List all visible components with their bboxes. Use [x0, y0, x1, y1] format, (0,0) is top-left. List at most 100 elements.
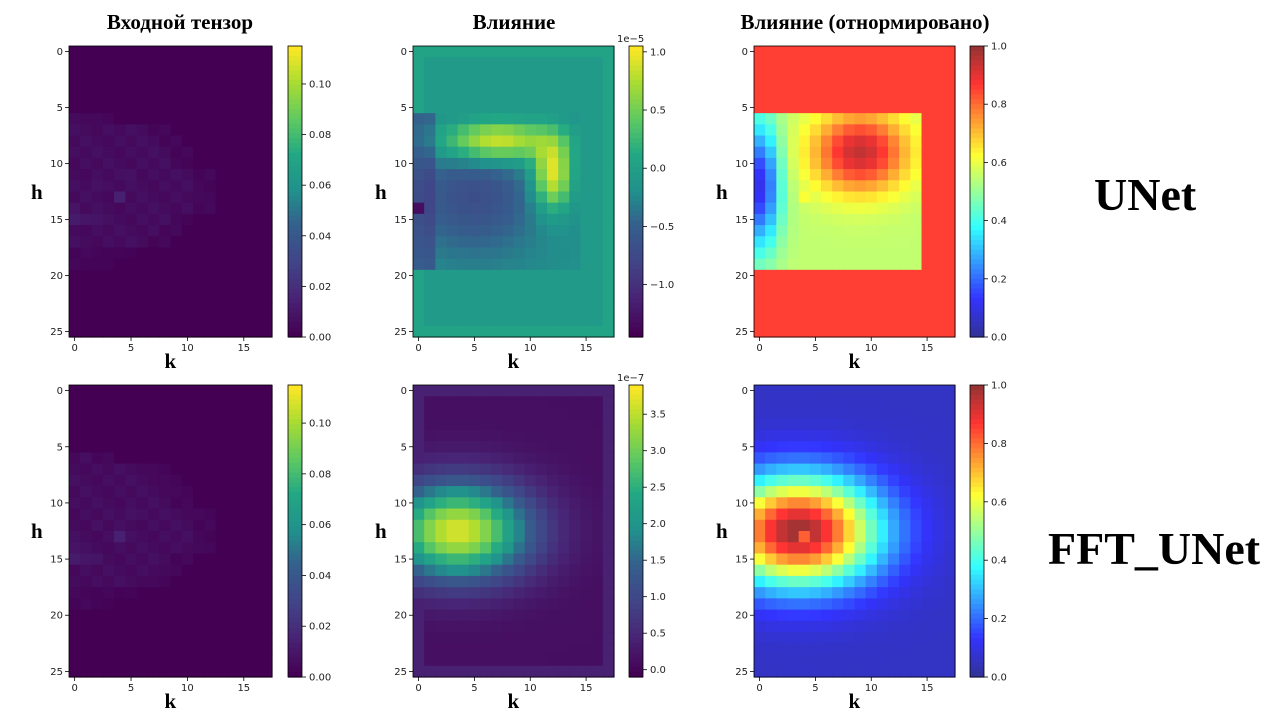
colorbar-segment: [288, 623, 302, 629]
heatmap-cell: [249, 157, 262, 170]
heatmap-cell: [80, 452, 93, 465]
heatmap-cell: [457, 497, 470, 510]
heatmap-cell: [854, 213, 867, 226]
heatmap-cell: [910, 292, 923, 305]
heatmap-cell: [888, 643, 900, 656]
heatmap-cell: [147, 90, 160, 103]
heatmap-cell: [491, 146, 503, 159]
heatmap-cell: [776, 101, 789, 114]
heatmap-cell: [102, 157, 115, 170]
colorbar-tick-label: 0.06: [309, 181, 331, 192]
heatmap-cell: [765, 191, 777, 204]
colorbar-segment: [629, 109, 643, 115]
heatmap-cell: [136, 236, 149, 249]
y-tick-label: 5: [401, 442, 407, 453]
heatmap-cell: [832, 79, 844, 92]
heatmap-cell: [170, 247, 183, 260]
heatmap-cell: [226, 169, 239, 181]
heatmap-cell: [854, 124, 867, 137]
heatmap-cell: [843, 441, 856, 453]
heatmap-cell: [204, 486, 217, 498]
heatmap-cell: [854, 225, 867, 237]
heatmap-cell: [193, 101, 205, 114]
colorbar-frame: [628, 384, 644, 678]
heatmap-cell: [446, 258, 459, 271]
colorbar-segment: [970, 414, 984, 420]
heatmap-cell: [535, 632, 548, 644]
heatmap-cell: [865, 113, 878, 125]
heatmap-cell: [204, 57, 217, 69]
heatmap-cell: [535, 519, 548, 532]
heatmap-cell: [226, 575, 239, 588]
heatmap-cell: [754, 575, 766, 588]
heatmap-cell: [193, 407, 205, 420]
heatmap-cell: [457, 407, 470, 420]
heatmap-cell: [809, 407, 822, 420]
heatmap-cell: [821, 452, 833, 465]
heatmap-cell: [932, 247, 945, 260]
heatmap-cell: [580, 519, 593, 532]
heatmap-cell: [136, 429, 149, 442]
heatmap-cell: [776, 654, 789, 667]
heatmap-cell: [424, 124, 436, 137]
heatmap-cell: [547, 57, 559, 69]
heatmap-cell: [91, 202, 104, 215]
heatmap-cell: [480, 474, 492, 487]
heatmap-cell: [910, 418, 923, 431]
heatmap-cell: [888, 508, 900, 521]
heatmap-cell: [754, 452, 766, 465]
heatmap-cell: [932, 620, 945, 633]
heatmap-cell: [843, 269, 856, 282]
heatmap-cell: [787, 213, 800, 226]
heatmap-cell: [170, 46, 183, 58]
heatmap-cell: [102, 269, 115, 282]
heatmap-cell: [854, 632, 867, 644]
heatmap-cell: [899, 598, 911, 611]
heatmap-cell: [226, 542, 239, 555]
colorbar-segment: [288, 482, 302, 488]
heatmap-cell: [821, 135, 833, 148]
heatmap-cell: [181, 564, 194, 577]
colorbar-segment: [629, 162, 643, 168]
colorbar-segment: [970, 389, 984, 396]
heatmap-cell: [215, 236, 228, 249]
heatmap-cell: [580, 124, 593, 137]
heatmap-cell: [765, 57, 777, 69]
colorbar-segment: [970, 55, 984, 62]
heatmap-cell: [547, 385, 559, 397]
heatmap-cell: [787, 575, 800, 588]
heatmap-cell: [569, 531, 582, 543]
heatmap-cell: [910, 135, 923, 148]
heatmap-cell: [535, 314, 548, 327]
heatmap-cell: [468, 598, 481, 611]
heatmap-cell: [193, 474, 205, 487]
heatmap-cell: [170, 587, 183, 599]
x-tick-label: 0: [71, 683, 77, 694]
heatmap-cell: [170, 169, 183, 181]
heatmap-cell: [215, 68, 228, 81]
heatmap-cell: [170, 441, 183, 453]
heatmap-cell: [854, 146, 867, 159]
heatmap-cell: [69, 575, 81, 588]
heatmap-cell: [91, 191, 104, 204]
heatmap-cell: [260, 225, 273, 237]
heatmap-cell: [591, 191, 604, 204]
x-tick-label: 10: [524, 343, 537, 354]
heatmap-cell: [821, 124, 833, 137]
heatmap-cell: [765, 258, 777, 271]
heatmap-cell: [435, 325, 448, 338]
heatmap-cell: [226, 157, 239, 170]
heatmap-cell: [888, 452, 900, 465]
heatmap-cell: [809, 191, 822, 204]
heatmap-cell: [776, 79, 789, 92]
colorbar-segment: [288, 584, 302, 590]
heatmap-cell: [943, 609, 956, 622]
heatmap-cell: [580, 157, 593, 170]
heatmap-cell: [932, 213, 945, 226]
heatmap-cell: [204, 258, 217, 271]
colorbar-segment: [970, 128, 984, 134]
heatmap-cell: [114, 463, 126, 476]
heatmap-cell: [558, 236, 570, 249]
heatmap-cell: [125, 68, 138, 81]
heatmap-cell: [446, 564, 459, 577]
